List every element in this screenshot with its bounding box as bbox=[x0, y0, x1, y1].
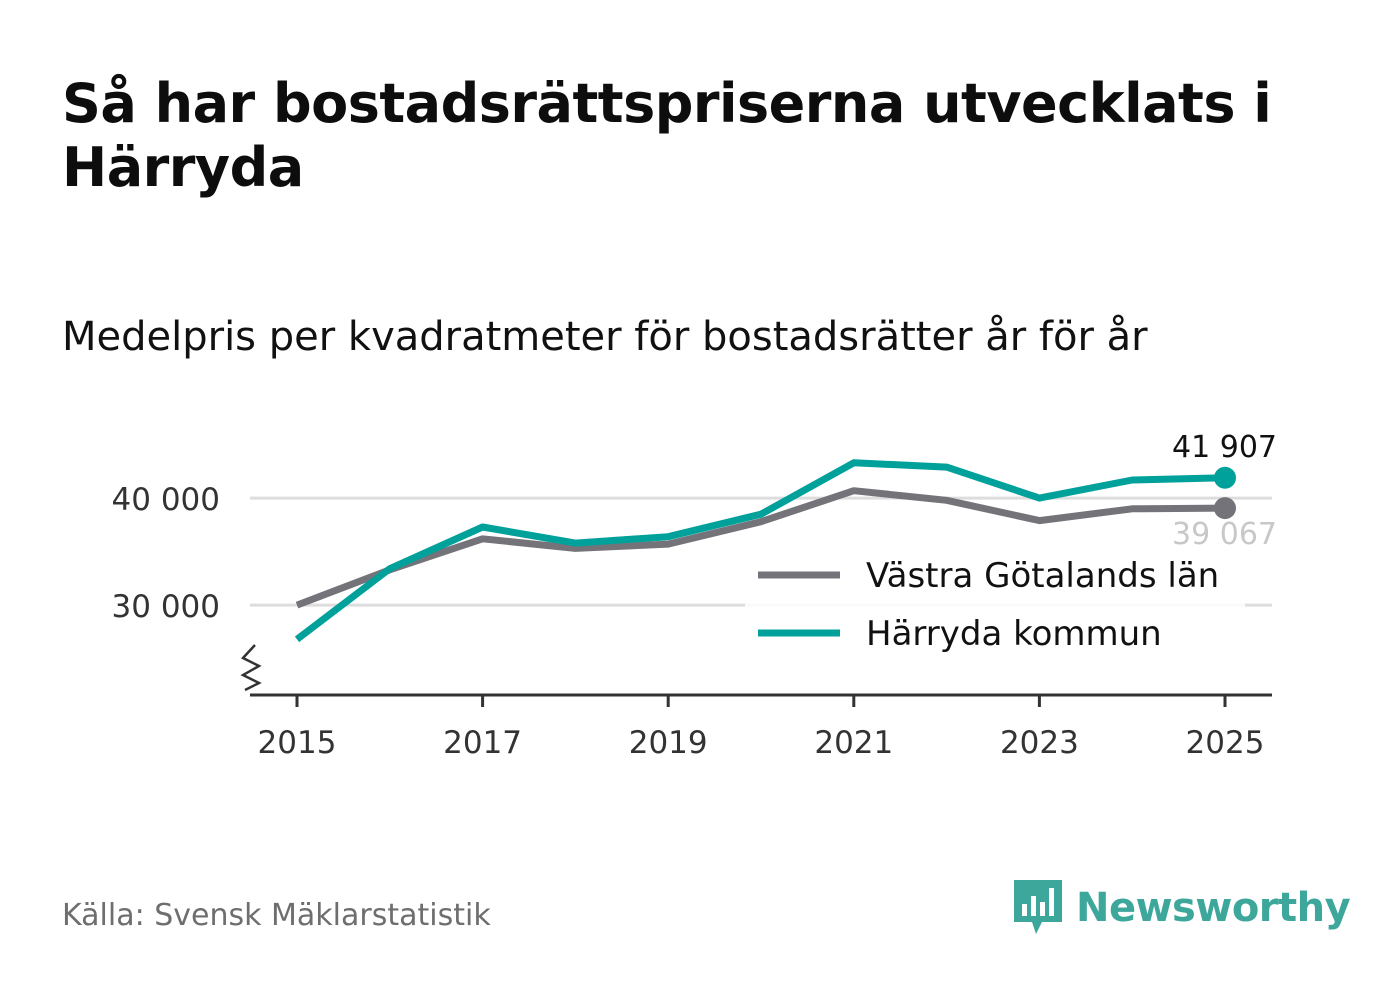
legend-label: Härryda kommun bbox=[866, 614, 1162, 654]
x-tick-label: 2023 bbox=[1000, 725, 1079, 761]
y-tick-label: 40 000 bbox=[112, 482, 220, 518]
legend: Västra Götalands län Härryda kommun bbox=[745, 548, 1245, 656]
end-value-label: 39 067 bbox=[1172, 517, 1277, 552]
x-tick-label: 2019 bbox=[629, 725, 708, 761]
series-end-point bbox=[1214, 466, 1236, 489]
brand: Newsworthy bbox=[1012, 878, 1351, 938]
x-tick-label: 2017 bbox=[443, 725, 522, 761]
series-lines bbox=[294, 459, 1236, 643]
series-end-point bbox=[1214, 497, 1236, 520]
x-tick-label: 2025 bbox=[1186, 725, 1265, 761]
series-line bbox=[294, 459, 1226, 643]
legend-label: Västra Götalands län bbox=[866, 556, 1219, 596]
source-note: Källa: Svensk Mäklarstatistik bbox=[62, 898, 491, 933]
axes: 2015 2017 2019 2021 2023 2025 bbox=[240, 644, 1272, 761]
end-labels: 39 067 41 907 bbox=[1172, 430, 1277, 552]
y-tick-label: 30 000 bbox=[112, 589, 220, 625]
legend-background bbox=[745, 548, 1245, 656]
newsworthy-logo-icon bbox=[1014, 880, 1062, 934]
end-value-label: 41 907 bbox=[1172, 430, 1277, 465]
axis-break-icon bbox=[240, 644, 262, 692]
x-tick-label: 2015 bbox=[258, 725, 337, 761]
chart-title: Så har bostadsrättspriserna utvecklats i… bbox=[62, 72, 1272, 199]
chart-subtitle: Medelpris per kvadratmeter för bostadsrä… bbox=[62, 314, 1148, 360]
brand-name: Newsworthy bbox=[1076, 885, 1351, 931]
series-line bbox=[295, 487, 1226, 609]
x-tick-label: 2021 bbox=[814, 725, 893, 761]
line-chart: 30 000 40 000 Västra Götalands län Härryda… bbox=[112, 430, 1277, 761]
